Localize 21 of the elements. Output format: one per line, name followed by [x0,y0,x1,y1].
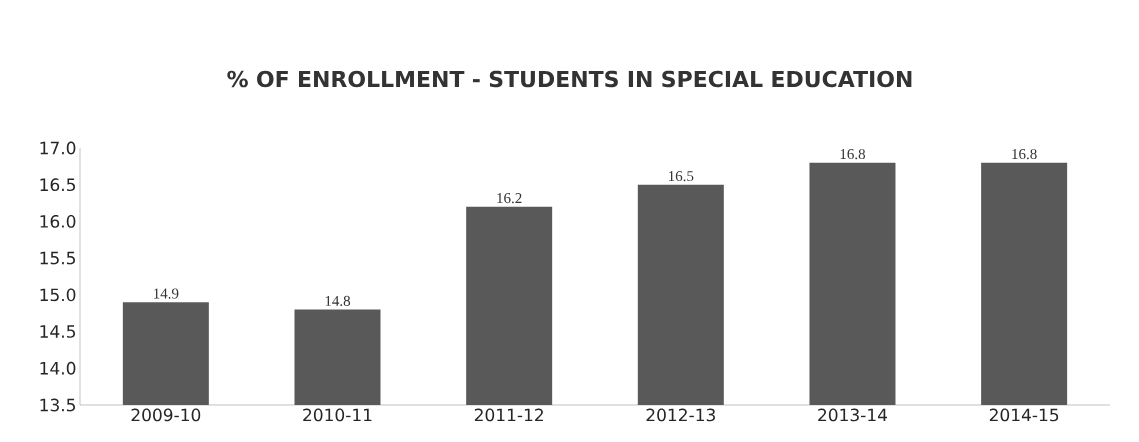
y-tick-label: 17.0 [40,141,76,155]
data-label: 14.8 [325,295,351,307]
x-tick-label: 2012-13 [646,408,715,422]
y-tick-label: 13.5 [40,398,75,412]
x-tick-label: 2010-11 [303,408,372,422]
x-tick-label: 2009-10 [131,408,201,422]
y-tick-label: 15.0 [40,288,76,302]
y-tick-label: 14.5 [40,325,75,338]
data-label: 16.5 [669,171,694,182]
y-tick-label: 16.0 [40,214,76,228]
chart-title: % OF ENROLLMENT - STUDENTS IN SPECIAL EDUCATION [227,70,912,88]
y-tick-label: 14.0 [40,361,76,375]
data-label: 16.8 [840,148,866,160]
y-tick-label: 16.5 [40,178,75,192]
x-tick-label: 2013-14 [818,408,888,422]
data-label: 16.2 [497,193,522,204]
data-label: 16.8 [1012,148,1037,160]
x-tick-label: 2014-15 [989,408,1059,422]
y-tick-label: 15.5 [40,251,75,265]
data-label: 14.9 [154,288,179,299]
x-tick-label: 2011-12 [474,408,543,422]
